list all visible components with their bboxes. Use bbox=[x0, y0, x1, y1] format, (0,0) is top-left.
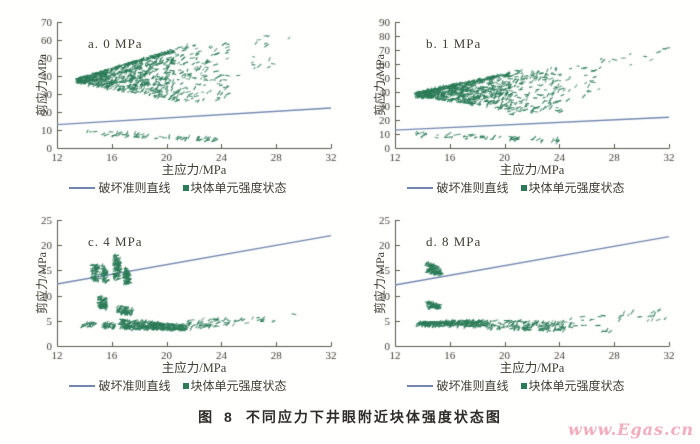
legend-line-label: 破坏准则直线 bbox=[436, 181, 509, 195]
subplot-label: a. 0 MPa bbox=[88, 36, 143, 51]
legend: 破坏准则直线 块体单元强度状态 bbox=[346, 377, 686, 394]
subplot-c-4mpa: c. 4 MPa 剪应力/MPa 主应力/MPa 破坏准则直线 块体单元强度状态 bbox=[8, 204, 348, 404]
y-axis-label: 剪应力/MPa bbox=[35, 252, 49, 315]
legend-line-label: 破坏准则直线 bbox=[436, 379, 509, 393]
subplot-b-1mpa: b. 1 MPa 剪应力/MPa 主应力/MPa 破坏准则直线 块体单元强度状态 bbox=[346, 6, 686, 206]
figure-caption-text: 不同应力下井眼附近块体强度状态图 bbox=[245, 409, 502, 425]
legend: 破坏准则直线 块体单元强度状态 bbox=[8, 377, 348, 394]
subplot-d-8mpa: d. 8 MPa 剪应力/MPa 主应力/MPa 破坏准则直线 块体单元强度状态 bbox=[346, 204, 686, 404]
legend: 破坏准则直线 块体单元强度状态 bbox=[346, 179, 686, 196]
legend-line-label: 破坏准则直线 bbox=[98, 379, 171, 393]
plot-canvas-b bbox=[346, 6, 686, 164]
legend-marker-sample bbox=[520, 184, 527, 191]
x-axis-label: 主应力/MPa bbox=[499, 163, 565, 177]
figure-number: 图 8 bbox=[198, 409, 236, 425]
legend-marker-label: 块体单元强度状态 bbox=[528, 181, 625, 195]
plot-canvas-d bbox=[346, 204, 686, 362]
legend-line-sample bbox=[69, 186, 96, 189]
subplot-label: b. 1 MPa bbox=[426, 36, 482, 51]
subplot-label: d. 8 MPa bbox=[426, 234, 482, 249]
legend-marker-sample bbox=[182, 382, 189, 389]
legend-line-label: 破坏准则直线 bbox=[98, 181, 171, 195]
legend-marker-label: 块体单元强度状态 bbox=[190, 379, 287, 393]
legend-marker-label: 块体单元强度状态 bbox=[190, 181, 287, 195]
plot-canvas-a bbox=[8, 6, 348, 164]
legend-marker-sample bbox=[182, 184, 189, 191]
y-axis-label: 剪应力/MPa bbox=[35, 54, 49, 117]
watermark: www.Egas.cn bbox=[568, 420, 694, 439]
legend-line-sample bbox=[407, 384, 434, 387]
y-axis-label: 剪应力/MPa bbox=[373, 252, 387, 315]
legend: 破坏准则直线 块体单元强度状态 bbox=[8, 179, 348, 196]
legend-marker-sample bbox=[520, 382, 527, 389]
subplot-a-0mpa: a. 0 MPa 剪应力/MPa 主应力/MPa 破坏准则直线 块体单元强度状态 bbox=[8, 6, 348, 206]
x-axis-label: 主应力/MPa bbox=[499, 361, 565, 375]
legend-marker-label: 块体单元强度状态 bbox=[528, 379, 625, 393]
legend-line-sample bbox=[69, 384, 96, 387]
legend-line-sample bbox=[407, 186, 434, 189]
plot-canvas-c bbox=[8, 204, 348, 362]
x-axis-label: 主应力/MPa bbox=[161, 361, 227, 375]
x-axis-label: 主应力/MPa bbox=[161, 163, 227, 177]
subplot-label: c. 4 MPa bbox=[88, 234, 143, 249]
figure-caption: 图 8 不同应力下井眼附近块体强度状态图 bbox=[0, 407, 700, 427]
y-axis-label: 剪应力/MPa bbox=[373, 54, 387, 117]
